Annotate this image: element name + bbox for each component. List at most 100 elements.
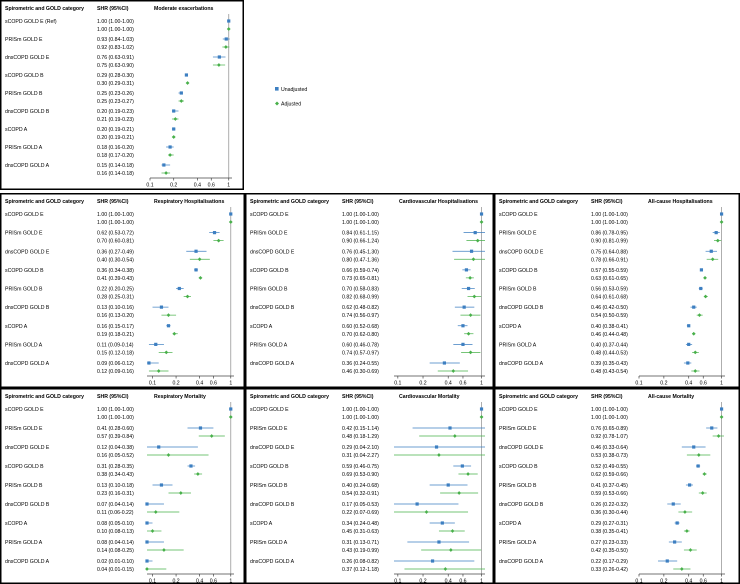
shr-unadjusted: 0.09 (0.06-0.12) (97, 361, 134, 367)
category-label: dnsCOPD GOLD A (5, 163, 50, 169)
point-unadjusted (665, 559, 669, 563)
x-tick-label: 0.6 (459, 579, 466, 584)
point-unadjusted (177, 286, 181, 291)
shr-unadjusted: 0.13 (0.10-0.16) (97, 305, 134, 311)
point-unadjusted (675, 521, 679, 525)
point-unadjusted (446, 483, 450, 487)
category-label: dnsCOPD GOLD A (499, 559, 544, 565)
point-unadjusted (434, 445, 439, 449)
shr-adjusted: 1.00 (1.00-1.00) (591, 220, 628, 226)
shr-adjusted: 0.54 (0.32-0.91) (342, 491, 379, 497)
category-label: dnsCOPD GOLD E (499, 249, 544, 255)
x-tick-label: 0.6 (700, 381, 707, 387)
point-unadjusted (688, 483, 692, 487)
shr-adjusted: 0.18 (0.17-0.20) (97, 153, 134, 159)
point-adjusted (216, 238, 221, 243)
category-label: dnsCOPD GOLD B (5, 305, 50, 311)
shr-adjusted: 0.54 (0.50-0.59) (591, 313, 628, 319)
x-tick-label: 0.4 (196, 579, 203, 584)
point-adjusted (475, 238, 480, 243)
x-tick-label: 0.2 (172, 381, 179, 387)
x-tick-label: 0.2 (419, 381, 426, 387)
point-adjusted (198, 275, 203, 280)
point-adjusted (437, 453, 441, 457)
shr-unadjusted: 0.36 (0.34-0.38) (97, 268, 134, 274)
header-shr: SHR (95%CI) (97, 394, 129, 400)
point-unadjusted (162, 163, 166, 167)
point-adjusted (217, 63, 221, 67)
category-label: PRISm GOLD E (5, 37, 43, 43)
shr-unadjusted: 1.00 (1.00-1.00) (591, 407, 628, 413)
category-label: sCOPD GOLD E (Ref) (5, 19, 57, 25)
point-adjusted (715, 238, 720, 243)
category-label: PRISm GOLD A (5, 540, 43, 546)
category-label: sCOPD GOLD B (5, 268, 44, 274)
x-tick-label: 0.4 (445, 381, 452, 387)
point-adjusted (168, 153, 173, 157)
point-unadjusted (437, 540, 441, 544)
point-adjusted (472, 294, 477, 299)
panel-2 (0, 193, 245, 388)
shr-unadjusted: 0.17 (0.05-0.53) (342, 502, 379, 508)
category-label: dnsCOPD GOLD E (499, 445, 544, 451)
point-adjusted (197, 257, 202, 262)
point-adjusted (691, 331, 696, 336)
x-tick-label: 0.6 (459, 381, 466, 387)
point-adjusted (228, 415, 233, 419)
point-adjusted (468, 275, 472, 280)
point-unadjusted (172, 127, 176, 131)
point-adjusted (703, 275, 707, 280)
shr-unadjusted: 0.34 (0.24-0.48) (342, 521, 379, 527)
category-label: PRISm GOLD B (499, 483, 537, 489)
shr-unadjusted: 0.52 (0.49-0.55) (591, 464, 628, 470)
category-label: PRISm GOLD E (5, 231, 43, 237)
category-label: sCOPD GOLD E (499, 212, 538, 218)
point-unadjusted (194, 268, 198, 272)
point-adjusted (457, 491, 462, 495)
category-label: sCOPD GOLD E (5, 407, 44, 413)
point-unadjusted (430, 559, 435, 563)
header-category: Spirometric and GOLD category (499, 394, 578, 400)
point-unadjusted (159, 483, 164, 487)
shr-unadjusted: 0.76 (0.45-1.30) (342, 249, 379, 255)
shr-adjusted: 0.74 (0.56-0.97) (342, 313, 379, 319)
point-unadjusted (154, 342, 158, 346)
x-tick-label: 0.6 (210, 381, 217, 387)
point-unadjusted (461, 324, 465, 328)
point-adjusted (679, 567, 684, 571)
shr-unadjusted: 0.15 (0.14-0.18) (97, 163, 134, 169)
point-unadjusted (714, 231, 718, 235)
point-adjusted (443, 567, 448, 571)
point-adjusted (223, 45, 228, 49)
panel-7 (494, 388, 740, 584)
point-unadjusted (147, 361, 151, 365)
panel-4 (494, 193, 740, 388)
shr-adjusted: 0.14 (0.08-0.25) (97, 548, 134, 554)
point-adjusted (195, 472, 200, 476)
category-label: sCOPD A (250, 324, 273, 330)
shr-unadjusted: 0.31 (0.13-0.71) (342, 540, 379, 546)
category-label: PRISm GOLD A (250, 540, 288, 546)
shr-adjusted: 0.38 (0.34-0.43) (97, 472, 134, 478)
point-adjusted (468, 350, 473, 355)
shr-unadjusted: 0.20 (0.19-0.21) (97, 127, 134, 133)
point-unadjusted (217, 55, 221, 59)
category-label: PRISm GOLD E (499, 426, 537, 432)
category-label: PRISm GOLD B (5, 287, 43, 293)
header-category: Spirometric and GOLD category (5, 199, 84, 205)
category-label: PRISm GOLD A (499, 342, 537, 348)
shr-unadjusted: 1.00 (1.00-1.00) (97, 407, 134, 413)
point-adjusted (448, 548, 453, 552)
point-unadjusted (719, 212, 724, 216)
point-adjusted (226, 27, 231, 31)
point-unadjusted (686, 361, 690, 365)
shr-adjusted: 0.43 (0.19-0.99) (342, 548, 379, 554)
x-tick-label: 0.1 (394, 579, 401, 584)
point-unadjusted (168, 145, 172, 149)
x-tick-label: 0.1 (146, 183, 153, 189)
shr-unadjusted: 0.20 (0.19-0.23) (97, 109, 134, 115)
panel-5 (0, 388, 245, 584)
shr-adjusted: 0.46 (0.44-0.48) (591, 332, 628, 338)
point-adjusted (209, 434, 214, 438)
shr-adjusted: 0.16 (0.05-0.52) (97, 453, 134, 459)
